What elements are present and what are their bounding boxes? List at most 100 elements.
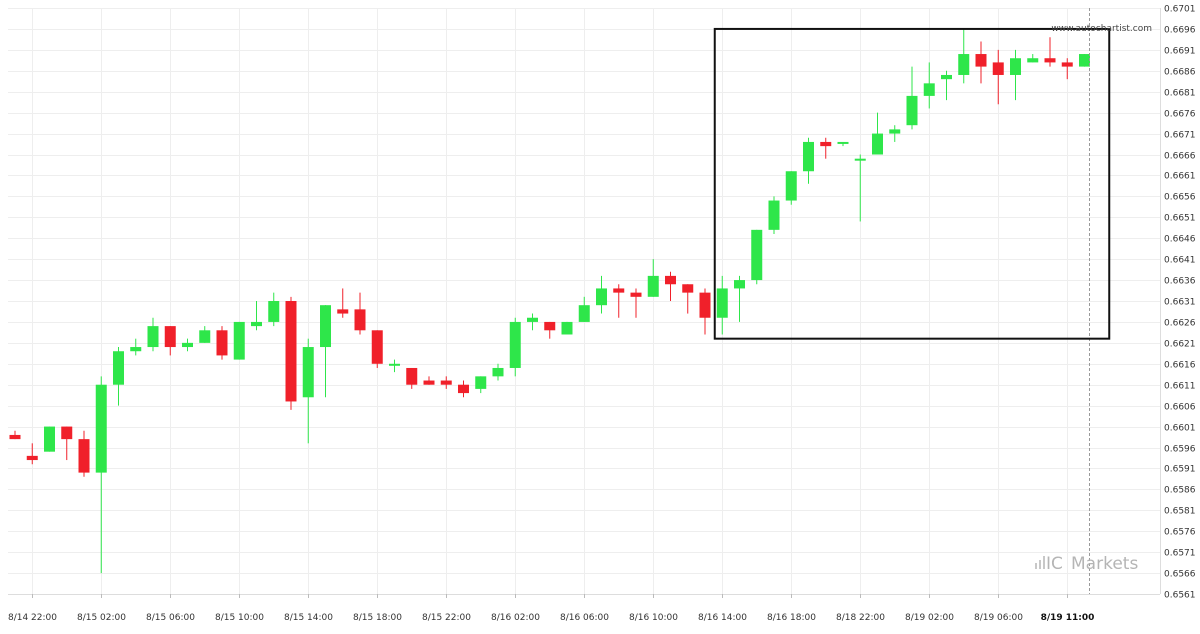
candle-body xyxy=(613,288,625,293)
bear-candle xyxy=(820,137,832,159)
candle-body xyxy=(751,229,763,281)
bull-candle xyxy=(716,275,728,335)
bull-candle xyxy=(837,141,849,147)
bull-candle xyxy=(302,338,314,444)
bull-candle xyxy=(509,317,521,377)
candle-body xyxy=(251,321,262,327)
y-tick-label: 0.6586 xyxy=(1164,486,1196,496)
bear-candle xyxy=(440,376,452,389)
y-tick-label: 0.6626 xyxy=(1164,319,1196,329)
y-axis: 0.6701 0.6696 0.6691 0.6686 0.6681 0.6676 0.66… xyxy=(1164,5,1196,601)
candle-body xyxy=(958,54,970,75)
bull-candle xyxy=(182,338,193,352)
candle-body xyxy=(113,351,124,385)
candle-body xyxy=(768,200,780,230)
bear-candle xyxy=(544,321,556,339)
bear-candle xyxy=(61,426,73,461)
candle-body xyxy=(182,342,193,348)
candle-body xyxy=(906,95,918,126)
y-tick-label: 0.6611 xyxy=(1164,382,1196,392)
candle-body xyxy=(1027,58,1039,63)
y-tick-label: 0.6681 xyxy=(1164,89,1196,99)
candle-body xyxy=(61,426,73,440)
bear-candle xyxy=(216,326,228,360)
x-tick-label: 8/19 06:00 xyxy=(974,613,1023,623)
candle-body xyxy=(854,158,866,161)
bear-candle xyxy=(682,284,694,314)
candle-body xyxy=(992,62,1004,75)
candle-body xyxy=(216,330,228,356)
y-tick-label: 0.6671 xyxy=(1164,131,1196,141)
candle-body xyxy=(1010,58,1021,75)
candle-body xyxy=(440,380,452,385)
candle-body xyxy=(233,321,245,360)
candle-body xyxy=(785,171,797,201)
y-tick-label: 0.6656 xyxy=(1164,193,1196,203)
bull-candle xyxy=(906,66,918,130)
bull-candle xyxy=(113,347,124,406)
candle-body xyxy=(1079,54,1090,67)
x-axis: 8/14 22:00 8/15 02:00 8/15 06:00 8/15 10:00… xyxy=(8,594,1094,623)
y-tick-label: 0.6701 xyxy=(1164,5,1196,15)
x-tick-label: 8/15 02:00 xyxy=(77,613,126,623)
candle-body xyxy=(716,288,728,318)
bear-candle xyxy=(406,367,418,389)
candle-body xyxy=(95,384,107,473)
x-tick-label: 8/16 14:00 xyxy=(698,613,747,623)
bull-candle xyxy=(199,326,211,343)
candle-body xyxy=(147,326,159,348)
bear-candle xyxy=(1061,58,1073,80)
y-tick-label: 0.6636 xyxy=(1164,277,1196,287)
y-tick-label: 0.6606 xyxy=(1164,403,1196,413)
candle-body xyxy=(1061,62,1073,67)
candle-body xyxy=(682,284,694,293)
bull-candle xyxy=(320,305,331,398)
bull-candle xyxy=(475,376,487,394)
bull-candle xyxy=(1010,49,1021,101)
bear-candle xyxy=(337,288,349,318)
x-tick-label: 8/15 06:00 xyxy=(146,613,195,623)
bull-candle xyxy=(889,125,901,142)
x-tick-label: 8/16 06:00 xyxy=(560,613,609,623)
bull-candle xyxy=(527,313,538,331)
bull-candle xyxy=(147,317,159,352)
candle-body xyxy=(44,426,55,452)
x-tick-label: 8/14 22:00 xyxy=(8,613,57,623)
bear-candle xyxy=(371,330,383,368)
candle-body xyxy=(199,330,211,343)
candle-body xyxy=(492,367,504,377)
brand-logo-icon xyxy=(1035,556,1045,569)
x-tick-label: 8/16 10:00 xyxy=(629,613,678,623)
y-tick-label: 0.6591 xyxy=(1164,465,1196,475)
candle-body xyxy=(1044,58,1056,63)
bull-candle xyxy=(251,301,262,331)
y-tick-label: 0.6616 xyxy=(1164,361,1196,371)
bear-candle xyxy=(9,430,21,440)
x-tick-label: 8/16 18:00 xyxy=(767,613,816,623)
candle-body xyxy=(130,347,142,352)
bull-candle xyxy=(854,154,866,222)
y-tick-label: 0.6576 xyxy=(1164,528,1196,538)
candle-body xyxy=(647,275,659,297)
candle-body xyxy=(803,141,814,172)
bear-candle xyxy=(699,288,711,335)
bull-candle xyxy=(958,28,970,84)
x-tick-label: 8/18 22:00 xyxy=(836,613,885,623)
bull-candle xyxy=(768,196,780,235)
y-tick-label: 0.6596 xyxy=(1164,445,1196,455)
candle-body xyxy=(665,275,676,285)
x-tick-label: 8/19 11:00 xyxy=(1041,613,1095,623)
candle-body xyxy=(26,455,38,461)
bear-candle xyxy=(975,41,987,84)
candle-body xyxy=(923,83,935,96)
y-tick-label: 0.6571 xyxy=(1164,549,1196,559)
bull-candle xyxy=(233,321,245,360)
x-tick-label: 8/15 18:00 xyxy=(353,613,402,623)
bear-candle xyxy=(164,326,176,356)
candles xyxy=(9,28,1090,574)
candle-body xyxy=(458,384,469,394)
bear-candle xyxy=(665,271,676,301)
bear-candle xyxy=(26,443,38,465)
brand-prefix: IC xyxy=(1046,554,1063,574)
